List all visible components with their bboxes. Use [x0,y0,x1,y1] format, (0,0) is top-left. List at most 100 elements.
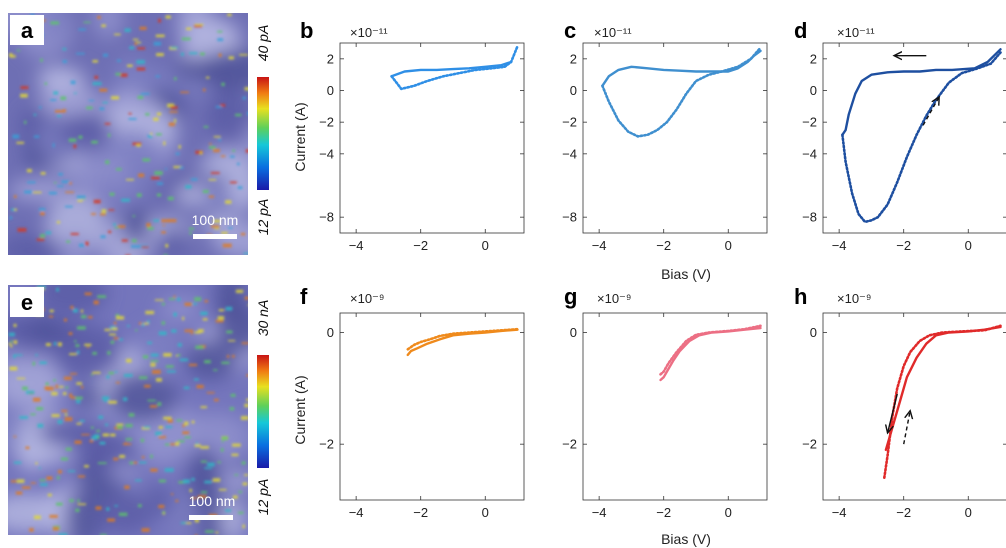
current-hotspot [232,149,235,152]
current-hotspot [135,329,138,332]
current-hotspot [99,88,108,92]
current-hotspot [92,82,102,86]
current-hotspot [56,287,59,292]
current-hotspot [108,400,117,404]
current-hotspot [163,353,172,357]
current-hotspot [127,64,133,67]
current-hotspot [56,185,64,188]
current-hotspot [84,465,89,468]
iv-plot-c: c ×10⁻¹¹ −4 −2 0 2 0 −2 −4 −8 [562,18,768,253]
plot-frame [822,42,1006,234]
iv-plot-b: b ×10⁻¹¹ Current (A) −4 −2 0 2 0 −2 −4 −8 [292,18,525,253]
current-hotspot [97,295,106,298]
current-hotspot [158,426,163,429]
current-hotspot [204,300,209,303]
current-hotspot [158,504,165,509]
panel-label-box [10,15,44,45]
panel-letter-d: d [794,18,807,43]
plot-frame [822,312,1006,501]
current-hotspot [76,350,80,355]
current-hotspot [140,438,144,443]
topography-grain [217,304,248,353]
current-hotspot [135,479,142,482]
current-hotspot [123,373,133,377]
current-hotspot [100,213,106,216]
iv-plot-f: f ×10⁻⁹ Current (A) −4 −2 0 0 −2 [292,284,525,520]
x-tick-label: −4 [592,238,607,253]
current-hotspot [220,448,224,452]
current-hotspot [33,113,37,116]
current-hotspot [66,240,71,243]
current-hotspot [65,191,74,193]
current-hotspot [233,495,238,499]
current-hotspot [177,354,181,357]
current-hotspot [182,316,185,321]
current-hotspot [145,113,150,116]
current-hotspot [225,200,232,204]
exponent-label: ×10⁻⁹ [350,291,384,306]
current-hotspot [16,49,20,52]
current-hotspot [48,315,54,318]
current-hotspot [183,386,190,390]
current-hotspot [135,41,142,44]
current-hotspot [128,112,132,115]
current-hotspot [24,120,27,124]
current-hotspot [237,186,243,190]
topography-grain [36,66,77,92]
current-hotspot [217,30,223,33]
current-hotspot [195,150,203,154]
topography-grain [52,422,113,451]
current-hotspot [241,461,246,465]
current-hotspot [126,178,134,181]
current-hotspot [191,477,195,481]
current-hotspot [209,146,216,149]
current-hotspot [70,305,74,309]
x-tick-label: 0 [482,505,489,520]
current-hotspot [161,511,166,514]
current-hotspot [222,243,232,248]
current-hotspot [116,59,121,62]
current-hotspot [175,354,178,357]
panel-letter-h: h [794,284,807,309]
current-hotspot [221,440,224,443]
current-hotspot [46,476,53,480]
current-hotspot [112,223,117,226]
current-hotspot [114,371,118,373]
current-hotspot [129,461,134,465]
topography-grain [184,340,237,381]
current-hotspot [231,453,239,457]
current-hotspot [138,504,142,508]
current-map-e: e 100 nm 30 nA 12 pA [8,285,271,535]
iv-curve-return [841,51,1002,224]
current-hotspot [161,321,165,325]
current-hotspot [55,384,59,389]
panel-letter-b: b [300,18,313,43]
current-hotspot [27,181,36,184]
current-hotspot [208,195,215,198]
y-tick-label: 2 [570,51,577,66]
iv-curve-sweep [390,60,513,78]
current-hotspot [107,351,111,355]
current-hotspot [13,461,22,464]
current-hotspot [55,110,64,113]
current-hotspot [108,133,111,138]
panel-letter-f: f [300,284,308,309]
current-hotspot [65,447,72,451]
current-hotspot [163,254,168,255]
current-hotspot [62,47,67,51]
iv-curve-return [882,324,1002,480]
current-hotspot [74,440,82,444]
current-hotspot [62,109,66,113]
current-hotspot [39,208,46,212]
current-hotspot [29,528,34,532]
current-hotspot [102,396,110,401]
current-hotspot [56,476,60,480]
current-hotspot [200,52,205,56]
exponent-label: ×10⁻¹¹ [594,25,632,40]
current-hotspot [246,374,248,377]
current-hotspot [103,53,108,57]
current-hotspot [30,13,35,16]
x-tick-label: −2 [896,505,911,520]
current-hotspot [164,168,168,170]
current-hotspot [115,72,121,76]
